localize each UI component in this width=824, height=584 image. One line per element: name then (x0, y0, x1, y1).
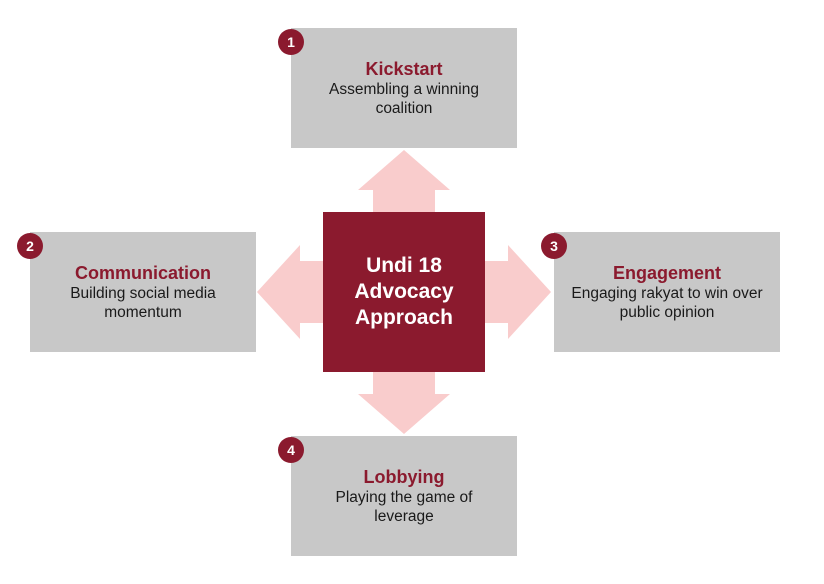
step-description: Assembling a winning coalition (329, 81, 479, 117)
step-box-engagement: Engagement Engaging rakyat to win over p… (554, 232, 780, 352)
step-number-badge: 1 (278, 29, 304, 55)
step-number-badge: 2 (17, 233, 43, 259)
step-box-lobbying: Lobbying Playing the game of leverage (291, 436, 517, 556)
step-box-kickstart: Kickstart Assembling a winning coalition (291, 28, 517, 148)
arrow-down (358, 372, 450, 434)
step-description: Building social media momentum (70, 285, 216, 321)
step-title: Lobbying (363, 467, 445, 487)
center-box: Undi 18 Advocacy Approach (323, 212, 485, 372)
arrow-up (358, 150, 450, 212)
center-title: Undi 18 Advocacy Approach (354, 254, 454, 329)
step-box-communication: Communication Building social media mome… (30, 232, 256, 352)
step-description: Engaging rakyat to win over public opini… (571, 285, 763, 321)
arrow-right (485, 245, 551, 339)
step-number-badge: 4 (278, 437, 304, 463)
step-title: Communication (74, 263, 211, 283)
step-title: Kickstart (365, 59, 443, 79)
arrow-left (257, 245, 323, 339)
step-title: Engagement (612, 263, 722, 283)
step-number-badge: 3 (541, 233, 567, 259)
step-description: Playing the game of leverage (335, 489, 473, 525)
